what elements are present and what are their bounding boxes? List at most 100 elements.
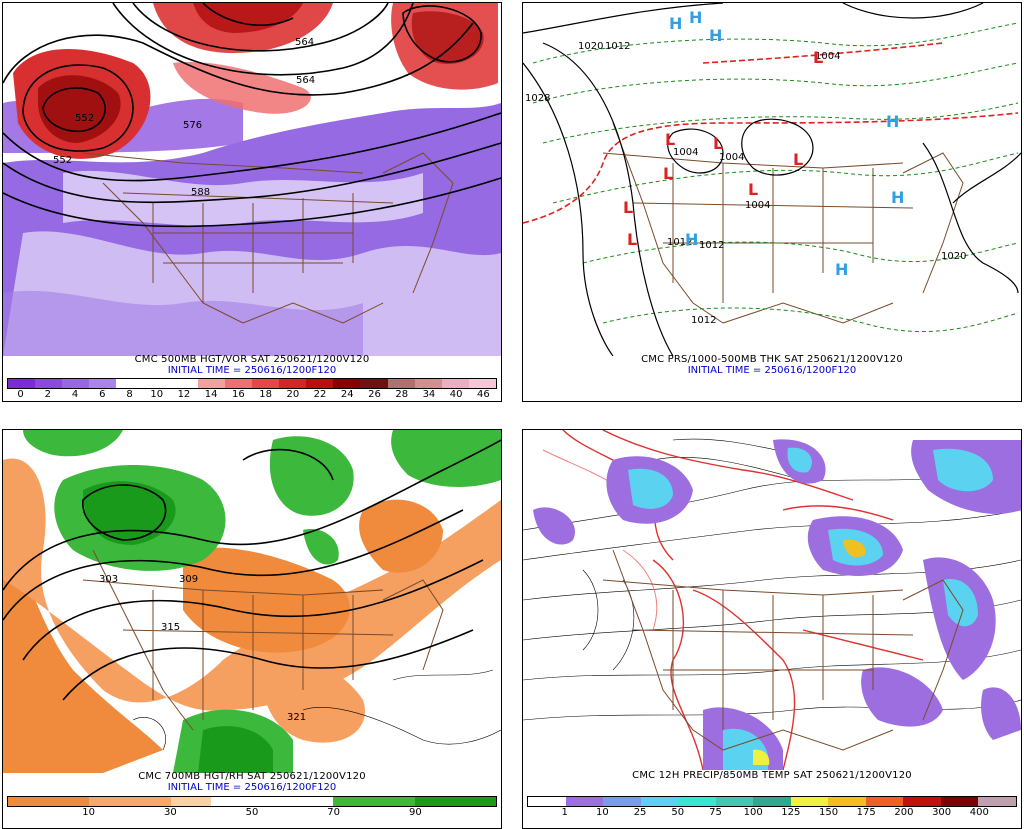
- colorbar-tick-label: 2: [44, 389, 52, 400]
- colorbar-swatch: [333, 797, 375, 806]
- colorbar-tick-label: 25: [633, 807, 647, 818]
- colorbar-swatch: [940, 797, 979, 806]
- colorbar-swatch: [211, 797, 253, 806]
- colorbar-swatch: [978, 797, 1016, 806]
- colorbar-swatch: [197, 379, 225, 388]
- colorbar-tick-label: 4: [71, 389, 79, 400]
- colorbar-swatch: [387, 379, 415, 388]
- colorbar-tick-label: 150: [818, 807, 839, 818]
- contour-label: 564: [295, 37, 314, 48]
- colorbar-tick-label: 1: [561, 807, 568, 818]
- low-pressure-icon: L: [663, 164, 673, 183]
- colorbar-tick-label: 14: [204, 389, 218, 400]
- colorbar-tick-label: 34: [422, 389, 436, 400]
- panel-precip-850mb-temp: CMC 12H PRECIP/850MB TEMP SAT 250621/120…: [522, 429, 1022, 829]
- colorbar-tick-label: 75: [709, 807, 722, 818]
- contour-label: 576: [183, 120, 202, 131]
- colorbar-swatch: [252, 797, 293, 806]
- panel-500mb-vorticity: 552 564 576 588 552 564 CMC 500MB HGT/VO…: [2, 2, 502, 402]
- colorbar-swatch: [130, 797, 171, 806]
- colorbar-swatch: [468, 379, 496, 388]
- panel-pressure-thickness: 1020 1012 1028 1004 1004 1004 1004 1012 …: [522, 2, 1022, 402]
- colorbar-swatch: [828, 797, 866, 806]
- colorbar-swatch: [678, 797, 716, 806]
- colorbar-swatch: [170, 379, 198, 388]
- low-pressure-icon: L: [793, 150, 803, 169]
- pressure-label: 1020: [578, 41, 603, 52]
- colorbar-swatch: [414, 797, 456, 806]
- colorbar-tick-label: 20: [286, 389, 300, 400]
- colorbar-swatch: [89, 797, 131, 806]
- colorbar-ticks: 1 10 25 50 75 100 125 150 175 200 300 400: [527, 807, 1017, 819]
- colorbar-tick-label: 50: [245, 807, 259, 818]
- colorbar-swatch: [48, 797, 90, 806]
- pressure-label: 1012: [667, 237, 692, 248]
- contour-label: 588: [191, 187, 210, 198]
- initial-time: INITIAL TIME = 250616/1200F120: [687, 365, 857, 376]
- colorbar-tick-label: 26: [368, 389, 381, 400]
- colorbar-swatch: [565, 797, 604, 806]
- high-pressure-icon: H: [891, 188, 904, 207]
- colorbar-swatch: [360, 379, 388, 388]
- pressure-label: 1004: [815, 51, 840, 62]
- colorbar-tick-label: 175: [856, 807, 876, 818]
- colorbar-ticks: 0 2 4 6 8 10 12 14 16 18 20 22 24 26 28 34 40 46: [7, 389, 497, 401]
- high-pressure-icon: H: [689, 8, 702, 27]
- initial-time: INITIAL TIME = 250616/1200F120: [167, 365, 337, 376]
- colorbar-swatch: [306, 379, 334, 388]
- colorbar-swatch: [753, 797, 791, 806]
- high-pressure-icon: H: [835, 260, 848, 279]
- pressure-label: 1004: [719, 152, 744, 163]
- colorbar-swatch: [62, 379, 90, 388]
- colorbar-swatch: [224, 379, 252, 388]
- colorbar-tick-label: 10: [150, 389, 164, 400]
- colorbar-tick-label: 8: [126, 389, 133, 400]
- colorbar-swatch: [170, 797, 212, 806]
- pressure-label: 1020: [941, 251, 966, 262]
- panel-700mb-humidity: 303 309 315 321 CMC 700MB HGT/RH SAT 250…: [2, 429, 502, 829]
- pressure-label: 1004: [745, 200, 770, 211]
- vorticity-map: 552 564 576 588 552 564: [3, 3, 501, 356]
- contour-label: 321: [287, 712, 306, 723]
- colorbar-swatch: [143, 379, 171, 388]
- pressure-map: 1020 1012 1028 1004 1004 1004 1004 1012 …: [523, 3, 1021, 356]
- humidity-map: 303 309 315 321: [3, 430, 501, 773]
- colorbar-tick-label: 28: [395, 389, 409, 400]
- panel-caption: CMC 12H PRECIP/850MB TEMP SAT 250621/120…: [632, 770, 912, 781]
- precip-map: [523, 430, 1021, 770]
- contour-label: 552: [53, 155, 72, 166]
- colorbar-swatch: [89, 379, 117, 388]
- colorbar-swatch: [292, 797, 334, 806]
- colorbar-ticks: 10 30 50 70 90: [7, 807, 497, 819]
- colorbar-tick-label: 10: [596, 807, 609, 818]
- pressure-label: 1012: [605, 41, 630, 52]
- colorbar-tick-label: 10: [82, 807, 96, 818]
- colorbar-tick-label: 24: [340, 389, 354, 400]
- low-pressure-icon: L: [623, 198, 633, 217]
- pressure-label: 1012: [699, 240, 724, 251]
- colorbar-tick-label: 400: [969, 807, 989, 818]
- colorbar-swatch: [455, 797, 497, 806]
- colorbar-tick-label: 46: [477, 389, 490, 400]
- colorbar-tick-label: 200: [894, 807, 914, 818]
- colorbar-tick-label: 50: [671, 807, 685, 818]
- colorbar-swatch: [640, 797, 679, 806]
- colorbar-tick-label: 90: [408, 807, 422, 818]
- colorbar-swatch: [603, 797, 641, 806]
- colorbar-swatch: [374, 797, 415, 806]
- contour-label: 315: [161, 622, 180, 633]
- contour-label: 303: [99, 574, 118, 585]
- low-pressure-icon: L: [748, 180, 758, 199]
- colorbar-tick-label: 70: [327, 807, 341, 818]
- colorbar-swatch: [441, 379, 469, 388]
- contour-label: 552: [75, 113, 94, 124]
- colorbar-tick-label: 16: [232, 389, 245, 400]
- pressure-label: 1028: [525, 93, 550, 104]
- colorbar-swatch: [865, 797, 904, 806]
- colorbar-swatch: [715, 797, 754, 806]
- colorbar-swatch: [414, 379, 442, 388]
- low-pressure-icon: L: [713, 134, 723, 153]
- high-pressure-icon: H: [886, 112, 899, 131]
- high-pressure-icon: H: [709, 26, 722, 45]
- colorbar-tick-label: 100: [743, 807, 763, 818]
